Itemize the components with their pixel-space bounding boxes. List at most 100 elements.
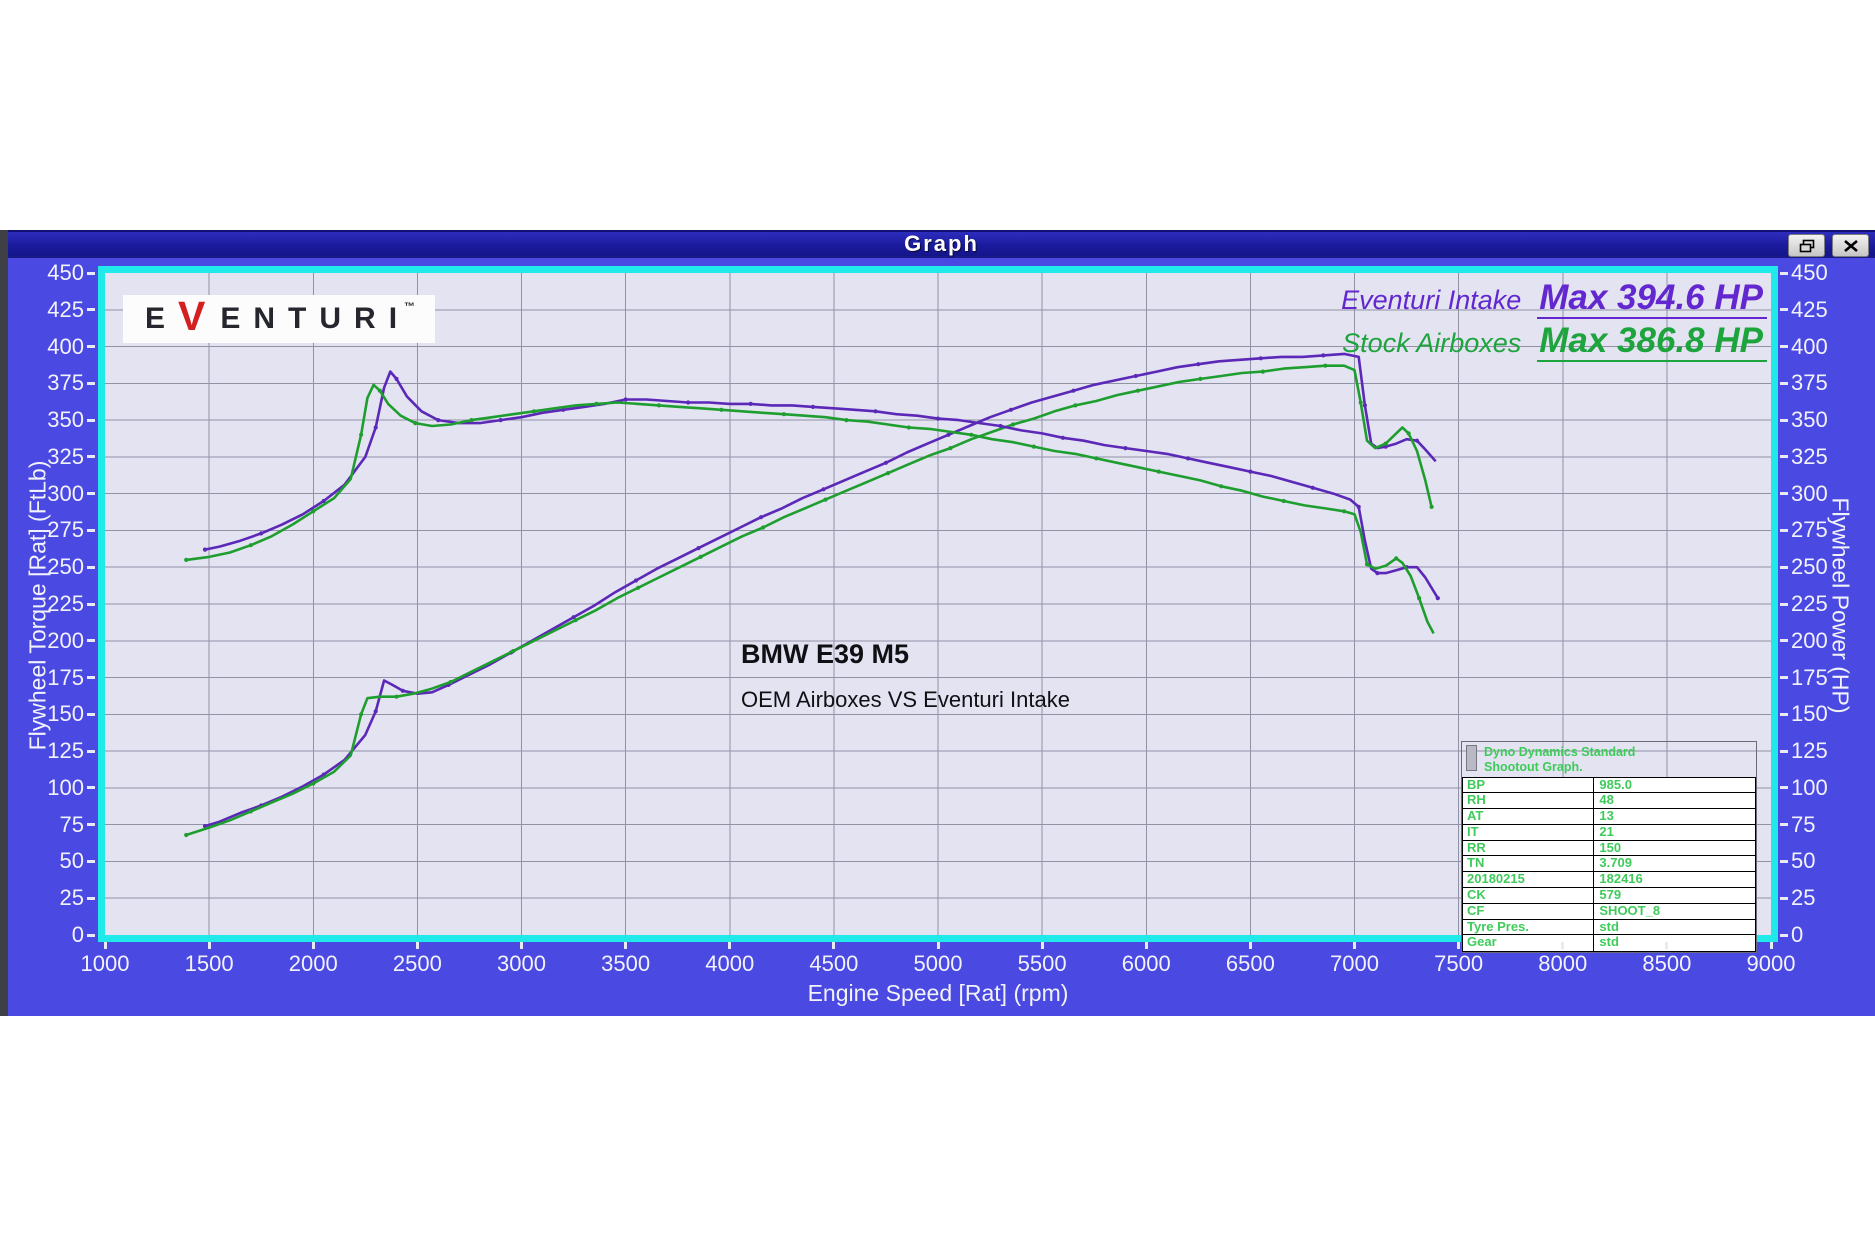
tick-mark <box>1780 676 1788 680</box>
row-label: IT <box>1463 824 1595 840</box>
y-tick-left-250: 250 <box>47 554 95 579</box>
curve-marker <box>1394 556 1399 561</box>
info-title-line1: Dyno Dynamics Standard <box>1484 745 1636 759</box>
legend-max-stock: Max 386.8 HP <box>1537 321 1767 362</box>
curve-marker <box>1435 596 1440 601</box>
curve-marker <box>948 446 953 451</box>
row-label: 20180215 <box>1463 872 1595 888</box>
x-tick-5000: 5000 <box>903 942 973 977</box>
curve-marker <box>1133 373 1138 379</box>
curve-marker <box>469 418 474 423</box>
info-table-title: Dyno Dynamics Standard Shootout Graph. <box>1484 745 1635 775</box>
legend-name-stock: Stock Airboxes <box>1342 327 1522 358</box>
row-value: SHOOT_8 <box>1599 903 1661 918</box>
curve-marker <box>873 409 878 414</box>
curve-marker <box>686 400 691 405</box>
curve-marker <box>184 557 189 562</box>
curve-marker <box>373 425 378 430</box>
y-tick-left-300: 300 <box>47 481 95 506</box>
x-tick-6000: 6000 <box>1111 942 1181 977</box>
curve-marker <box>571 615 576 620</box>
tick-mark <box>832 942 836 949</box>
curve-marker <box>1310 485 1315 490</box>
curve-marker <box>781 412 787 417</box>
curve-marker <box>436 418 441 423</box>
row-label: RH <box>1463 793 1595 809</box>
tick-mark <box>1561 942 1565 949</box>
y-tick-left-225: 225 <box>47 591 95 616</box>
y-tick-left-275: 275 <box>47 517 95 542</box>
row-label: Tyre Pres. <box>1463 919 1595 935</box>
tick-mark <box>103 942 107 949</box>
tick-mark <box>87 418 95 422</box>
row-label: BP <box>1463 777 1595 793</box>
curve-marker <box>498 418 503 423</box>
row-value: 182416 <box>1599 872 1643 887</box>
x-tick-3000: 3000 <box>487 942 557 977</box>
legend-row: Stock Airboxes Max 386.8 HP <box>1342 321 1767 362</box>
logo-letters: ENTURI <box>220 302 411 335</box>
tick-mark <box>1780 786 1788 790</box>
y-tick-right-450: 450 <box>1780 260 1828 285</box>
table-row: IT 21 <box>1463 824 1755 841</box>
logo-red-v-icon: V <box>178 293 219 339</box>
tick-mark <box>87 492 95 496</box>
y-tick-left-150: 150 <box>47 701 95 726</box>
curve-marker <box>719 407 724 412</box>
table-row: AT 13 <box>1463 809 1755 825</box>
curve-marker <box>1196 362 1201 367</box>
tick-mark <box>87 896 95 900</box>
y-tick-right-375: 375 <box>1780 370 1828 395</box>
y-tick-left-200: 200 <box>47 628 95 653</box>
y-left-axis-title: Flywheel Torque [Rat] (FtLb) <box>24 460 51 751</box>
y-tick-right-350: 350 <box>1780 407 1828 432</box>
tick-mark <box>1780 381 1788 385</box>
curve-marker <box>969 432 974 437</box>
close-icon <box>1843 239 1858 252</box>
y-tick-left-25: 25 <box>60 885 95 910</box>
x-tick-5500: 5500 <box>1007 942 1077 977</box>
tick-mark <box>87 528 95 532</box>
curve-marker <box>758 515 764 520</box>
tick-mark <box>87 859 95 863</box>
y-right-axis-title: Flywheel Power (HP) <box>1827 497 1854 714</box>
curve-marker <box>636 585 641 590</box>
curve-marker <box>935 416 941 421</box>
curve-marker <box>1123 446 1128 451</box>
x-tick-9000: 9000 <box>1736 942 1806 977</box>
curve-marker <box>748 401 753 406</box>
tick-mark <box>1353 942 1356 949</box>
curve-marker <box>810 404 816 409</box>
tick-mark <box>1780 749 1788 753</box>
tick-mark <box>520 942 523 949</box>
close-window-button[interactable] <box>1832 234 1869 257</box>
restore-window-button[interactable] <box>1788 234 1825 257</box>
x-axis-title: Engine Speed [Rat] (rpm) <box>807 980 1069 1006</box>
curve-marker <box>1008 407 1014 412</box>
window-title: Graph <box>904 231 979 256</box>
y-tick-right-150: 150 <box>1780 701 1828 726</box>
x-tick-3500: 3500 <box>591 942 661 977</box>
chart-annotation: BMW E39 M5 OEM Airboxes VS Eventuri Inta… <box>741 639 1070 713</box>
y-tick-right-275: 275 <box>1780 517 1828 542</box>
curve-marker <box>998 423 1003 429</box>
tick-mark <box>1780 455 1788 459</box>
tick-mark <box>1780 933 1788 937</box>
tick-mark <box>87 933 95 937</box>
tick-mark <box>728 942 732 949</box>
left-axis-ticks: 0 25 50 75 100 125 150 175 200 225 250 275 300 325 350… <box>8 260 95 947</box>
window-titlebar[interactable]: Graph <box>8 230 1875 258</box>
row-label: CF <box>1463 903 1595 919</box>
curve-marker <box>1185 456 1190 461</box>
tick-mark <box>1780 823 1788 827</box>
y-tick-left-75: 75 <box>60 812 95 837</box>
tick-mark <box>87 823 95 827</box>
curve-marker <box>311 781 316 786</box>
table-row: 20180215 182416 <box>1463 872 1755 889</box>
x-tick-8000: 8000 <box>1528 942 1598 977</box>
curve-marker <box>359 432 364 437</box>
x-axis-ticks: 1000 1500 2000 2500 3000 3500 4000 4500 5000 5500… <box>81 942 1795 982</box>
y-tick-right-425: 425 <box>1780 297 1828 322</box>
tick-mark <box>1780 712 1788 716</box>
curve-marker <box>1429 504 1434 509</box>
